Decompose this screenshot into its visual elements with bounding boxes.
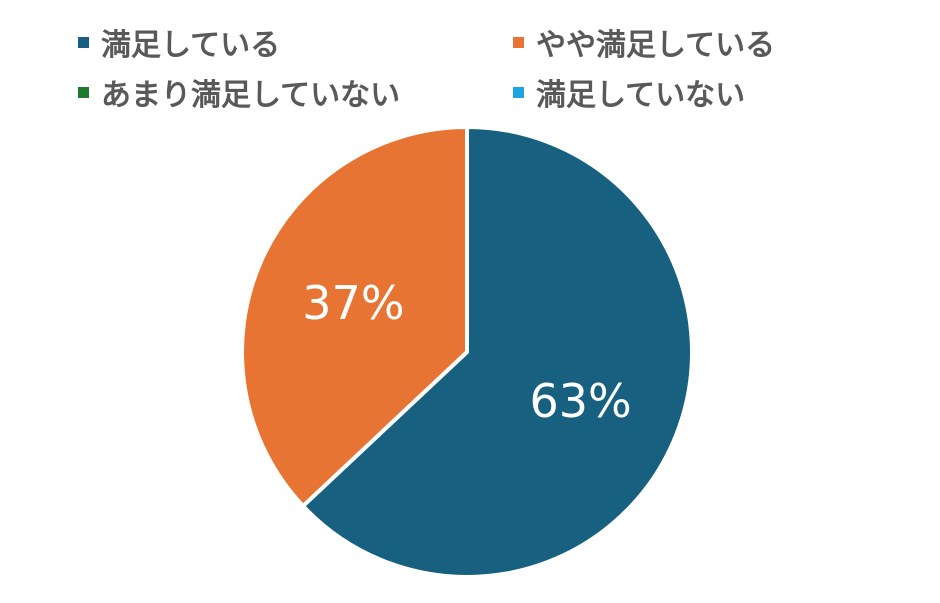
legend-swatch-not-very-satisfied [78, 86, 89, 98]
legend-item-somewhat-satisfied: やや満足している [513, 20, 775, 64]
slice-label-satisfied: 63% [529, 374, 631, 428]
legend-item-satisfied: 満足している [78, 20, 280, 64]
legend-label-somewhat-satisfied: やや満足している [536, 28, 776, 63]
pie-slice-satisfied [300, 125, 694, 579]
chart-legend: 満足している やや満足している あまり満足していない 満足していない [0, 0, 940, 120]
legend-swatch-not-satisfied [513, 86, 524, 98]
legend-item-not-satisfied: 満足していない [513, 70, 745, 114]
legend-label-not-satisfied: 満足していない [536, 78, 746, 113]
slice-label-somewhat-satisfied: 37% [302, 276, 404, 330]
legend-label-not-very-satisfied: あまり満足していない [101, 78, 401, 113]
legend-label-satisfied: 満足している [101, 28, 281, 63]
legend-swatch-satisfied [78, 36, 89, 48]
pie-slice-somewhat-satisfied [240, 125, 469, 509]
legend-swatch-somewhat-satisfied [513, 36, 524, 48]
legend-item-not-very-satisfied: あまり満足していない [78, 70, 400, 114]
